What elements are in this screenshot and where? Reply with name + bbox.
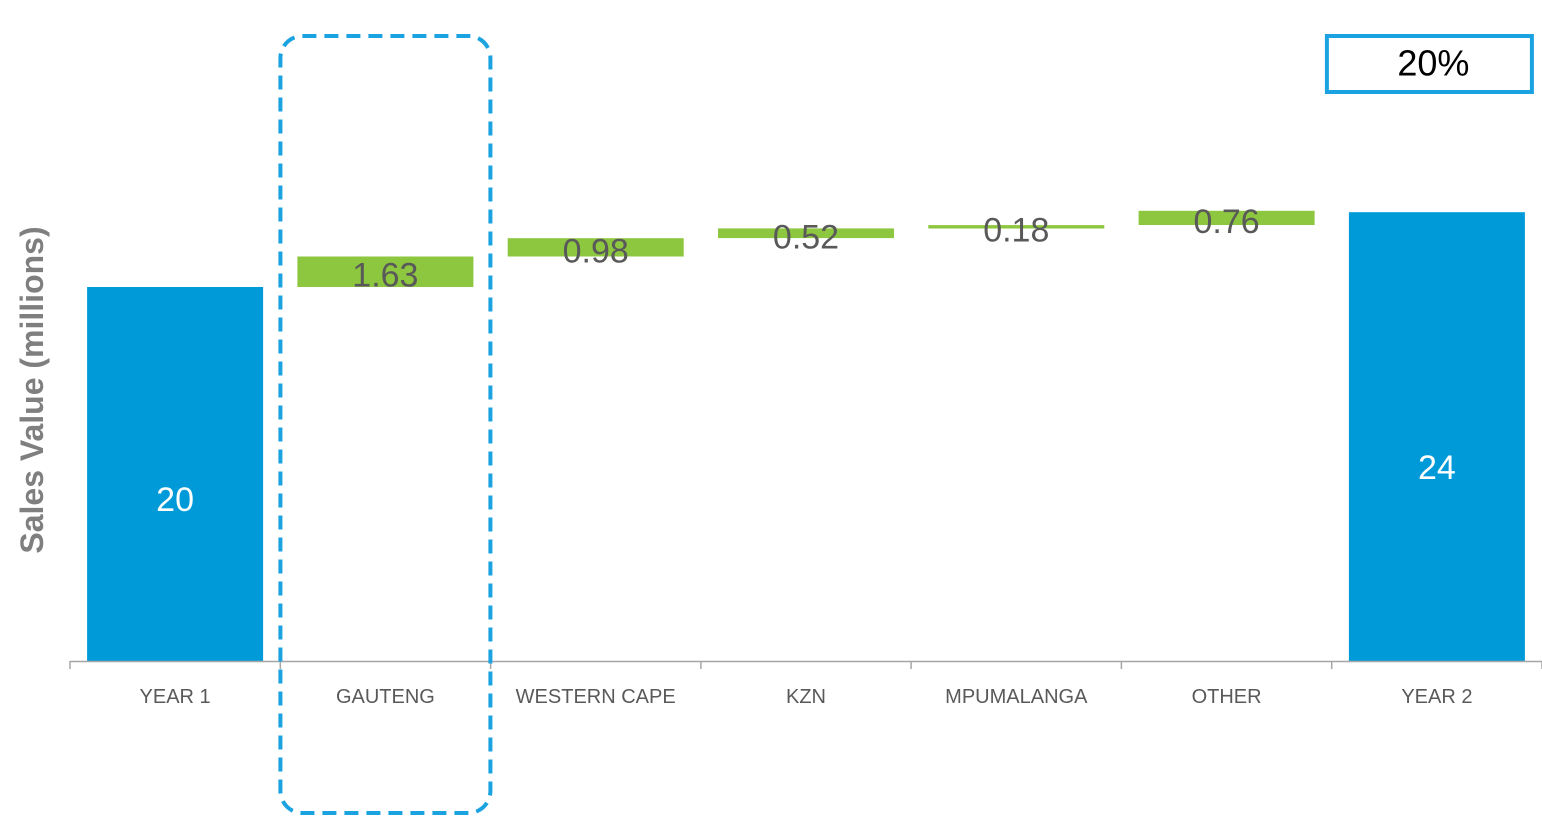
data-label-year-2: 24 (1418, 449, 1456, 487)
x-axis: YEAR 1 GAUTENG WESTERN CAPE KZN MPUMALANGA OT… (69, 660, 1542, 708)
x-tick-label-gauteng: GAUTENG (336, 686, 435, 708)
data-label-other: 0.76 (1194, 203, 1260, 241)
data-label-mpumalanga: 0.18 (983, 212, 1049, 250)
x-tick-label-kzn: KZN (786, 686, 826, 708)
bar-year-2 (1348, 212, 1525, 661)
bars-layer (87, 210, 1525, 661)
annotation-text: 20% (1397, 43, 1469, 84)
data-label-western-cape: 0.98 (563, 232, 629, 270)
bar-kzn (718, 228, 894, 239)
bar-gauteng (297, 256, 474, 287)
bar-year-1 (87, 287, 264, 661)
overlay-layer: 20% (278, 34, 1534, 815)
x-tick-label-year-1: YEAR 1 (140, 686, 211, 708)
x-tick-label-western-cape: WESTERN CAPE (516, 686, 676, 708)
data-label-gauteng: 1.63 (352, 257, 418, 295)
labels-layer: 20 1.63 0.98 0.52 0.18 0.76 24 (156, 203, 1456, 519)
x-tick-label-other: OTHER (1192, 686, 1262, 708)
y-axis-label: Sales Value (millions) (14, 226, 50, 553)
data-label-year-1: 20 (156, 481, 194, 519)
x-tick-label-mpumalanga: MPUMALANGA (945, 686, 1088, 708)
bar-western-cape (507, 238, 684, 257)
x-tick-label-year-2: YEAR 2 (1401, 686, 1472, 708)
bar-other (1138, 210, 1315, 225)
bar-mpumalanga (928, 225, 1105, 229)
data-label-kzn: 0.52 (773, 218, 839, 256)
annotation-box (1324, 34, 1534, 94)
